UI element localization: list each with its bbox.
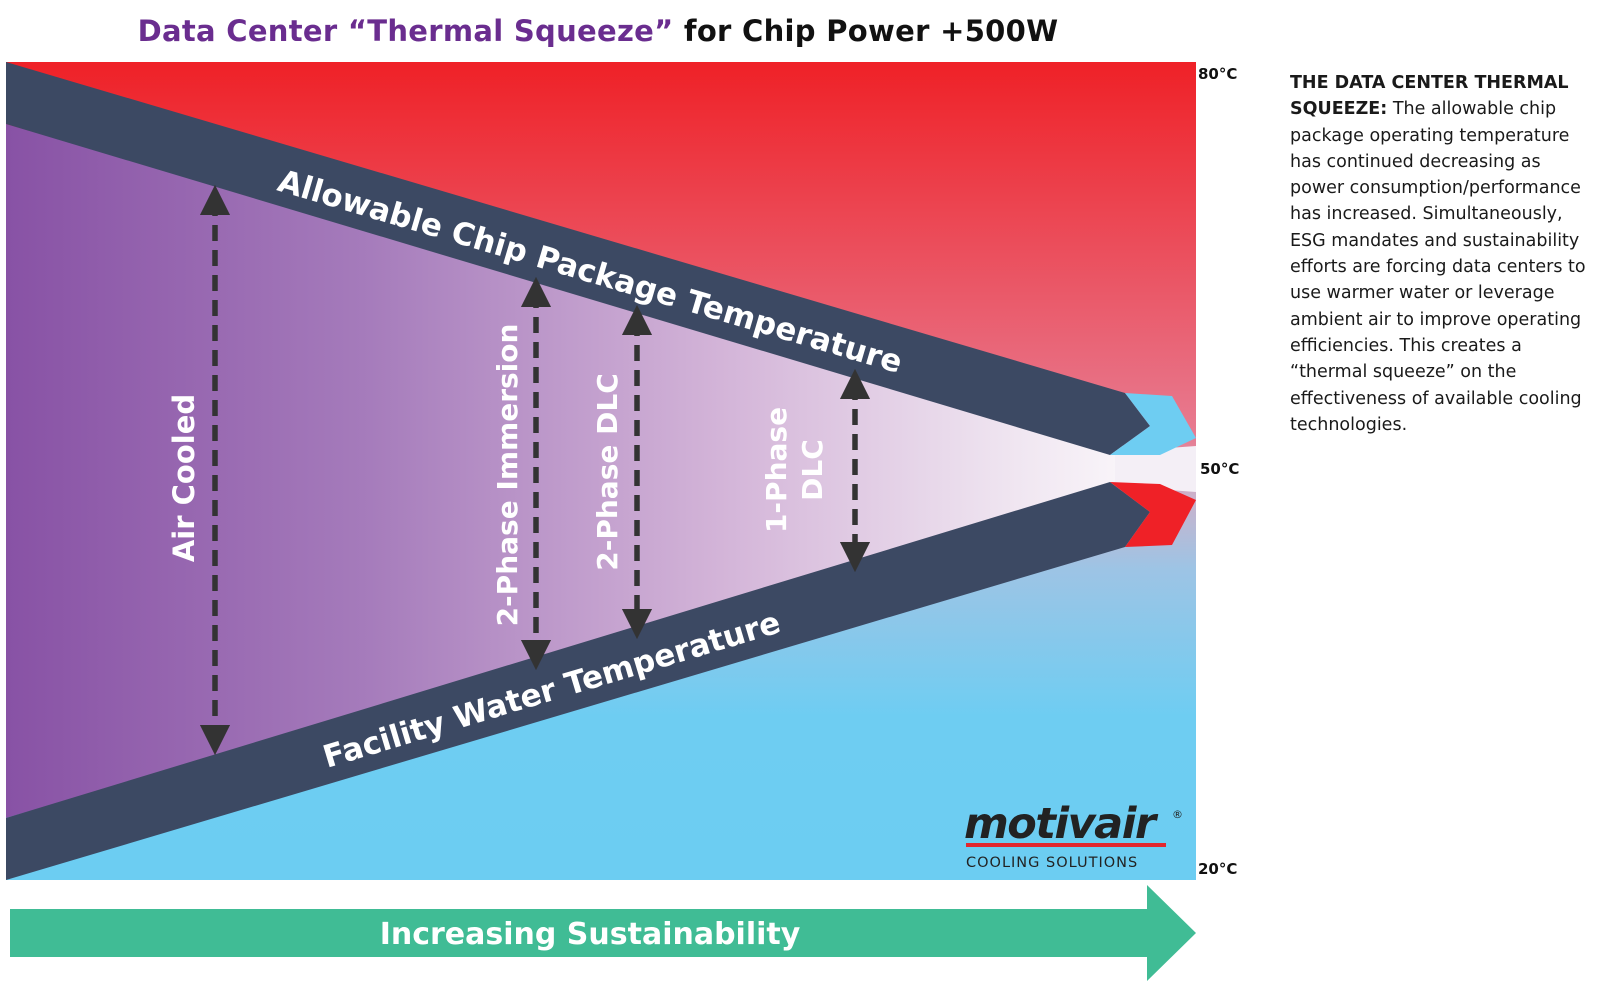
side-description: THE DATA CENTER THERMAL SQUEEZE: The all… [1290, 70, 1595, 438]
side-description-heading: THE DATA CENTER THERMAL SQUEEZE: [1290, 73, 1569, 120]
sustainability-arrow [10, 885, 1196, 981]
one-phase-dlc-label-line1: 1-Phase [760, 407, 793, 533]
scale-bottom-label: 20°C [1198, 860, 1237, 878]
sustainability-label: Increasing Sustainability [380, 917, 801, 952]
scale-middle-label: 50°C [1200, 460, 1239, 478]
brand-name: motivair [964, 799, 1159, 849]
brand-red-bar [966, 843, 1166, 847]
page-title: Data Center “Thermal Squeeze” for Chip P… [0, 14, 1196, 48]
two-phase-immersion-label: 2-Phase Immersion [491, 324, 524, 627]
chip-band-tip-blue [1110, 393, 1196, 455]
convergence-tip [1115, 446, 1196, 492]
one-phase-dlc-label-line2: DLC [796, 439, 829, 501]
brand-tagline: COOLING SOLUTIONS [966, 855, 1138, 871]
cooling-wedge [6, 124, 1132, 818]
side-description-body: The allowable chip package operating tem… [1290, 99, 1586, 435]
scale-top-label: 80°C [1198, 65, 1237, 83]
water-temperature-band [6, 482, 1150, 880]
air-cooled-label: Air Cooled [167, 394, 201, 562]
motivair-logo: motivair ® COOLING SOLUTIONS [964, 799, 1183, 871]
brand-registered-mark: ® [1172, 808, 1183, 821]
title-rest: for Chip Power +500W [673, 14, 1059, 48]
two-phase-dlc-label: 2-Phase DLC [591, 373, 624, 571]
chip-temperature-band [6, 62, 1150, 455]
title-highlight: Data Center “Thermal Squeeze” [137, 14, 674, 48]
water-band-tip-red [1110, 482, 1196, 547]
